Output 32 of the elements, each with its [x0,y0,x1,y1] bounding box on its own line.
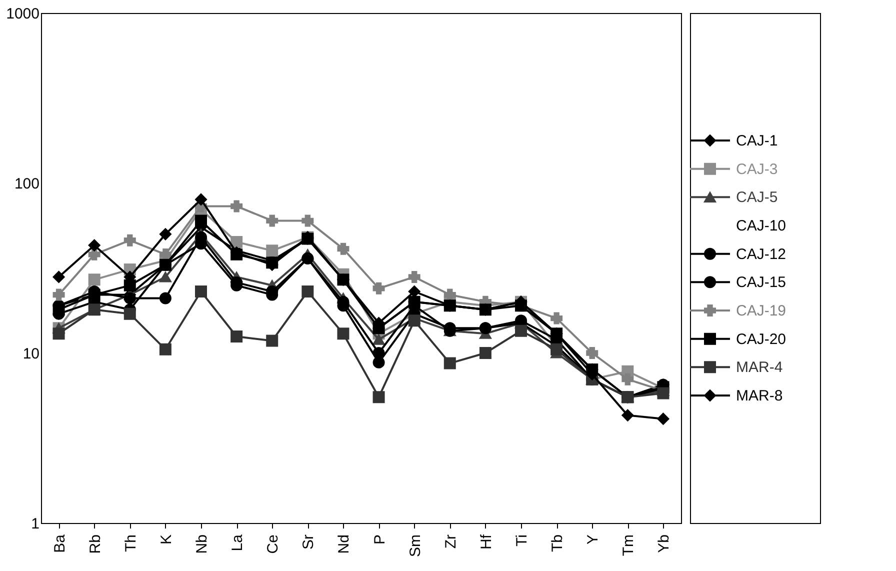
legend-label: CAJ-12 [736,246,786,263]
x-tick-label: Th [122,534,140,552]
x-tick-label: Nb [194,534,210,554]
legend-label: CAJ-5 [736,189,778,206]
x-tick-label: Sm [406,534,424,557]
x-tick-label: La [229,534,246,552]
legend-label: CAJ-3 [736,160,778,178]
legend-label: CAJ-19 [736,302,786,320]
x-tick-label: Y [584,534,602,545]
x-tick-label: Ti [514,534,530,546]
x-tick-label: Ba [51,534,68,553]
x-tick-label: Tb [549,534,566,552]
legend-label: MAR-8 [736,388,783,404]
x-tick-label: Hf [478,534,495,550]
y-tick-label: 100 [14,176,40,192]
legend-label: CAJ-1 [736,132,778,150]
x-tick-label: Yb [656,534,673,553]
x-tick-label: Sr [300,534,318,550]
legend-label: MAR-4 [736,359,783,376]
y-tick-label: 10 [22,346,40,362]
y-tick-label: 1 [31,516,40,532]
x-tick-label: K [158,534,175,545]
x-tick-label: Tm [620,534,638,556]
x-tick-label: Zr [442,534,460,549]
legend-label: CAJ-10 [736,218,786,234]
x-tick-label: P [371,534,388,545]
legend-label: CAJ-20 [736,330,786,348]
x-tick-label: Nd [336,534,353,554]
y-tick-label: 1000 [6,6,40,22]
x-tick-label: Rb [86,534,104,554]
legend-label: CAJ-15 [736,274,786,292]
x-tick-label: Ce [264,534,282,554]
